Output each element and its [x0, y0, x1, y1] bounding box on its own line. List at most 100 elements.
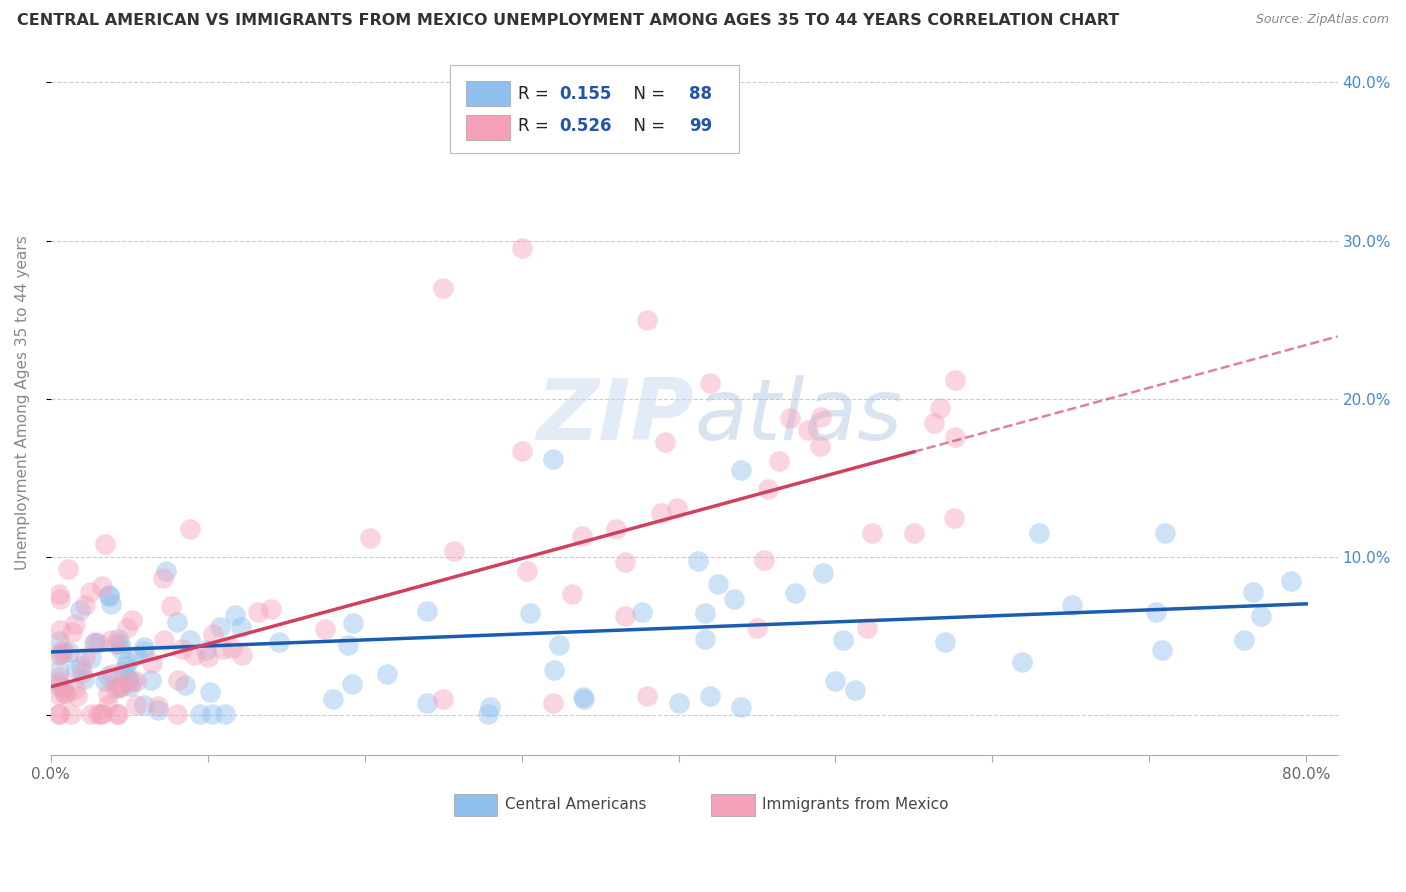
- Point: [194, 643, 217, 657]
- Point: [117, 672, 139, 686]
- Point: [811, 566, 834, 581]
- Point: [201, 706, 224, 721]
- Point: [200, 684, 222, 698]
- Point: [49, 647, 72, 661]
- Point: [110, 642, 132, 657]
- Point: [247, 605, 270, 619]
- Point: [1060, 599, 1083, 613]
- Point: [107, 632, 129, 646]
- Point: [745, 621, 768, 635]
- Point: [139, 673, 162, 688]
- Point: [342, 615, 364, 630]
- Point: [723, 591, 745, 606]
- Point: [48, 674, 70, 689]
- Point: [561, 587, 583, 601]
- Point: [860, 526, 883, 541]
- Point: [52, 645, 75, 659]
- Point: [97, 687, 120, 701]
- Point: [166, 706, 188, 721]
- Point: [141, 657, 163, 671]
- Point: [314, 623, 336, 637]
- Point: [201, 627, 224, 641]
- Point: [269, 635, 291, 649]
- Point: [65, 662, 87, 676]
- Point: [477, 706, 499, 721]
- Point: [183, 648, 205, 663]
- Text: R =: R =: [517, 117, 554, 135]
- Point: [221, 640, 243, 655]
- Point: [96, 698, 118, 713]
- Point: [55, 687, 77, 701]
- Point: [479, 700, 502, 714]
- Point: [51, 643, 73, 657]
- Point: [572, 690, 595, 705]
- Point: [512, 444, 534, 458]
- Point: [934, 634, 956, 648]
- Point: [1154, 526, 1177, 541]
- Point: [49, 592, 72, 607]
- Point: [97, 669, 120, 683]
- Point: [58, 645, 80, 659]
- Point: [224, 607, 246, 622]
- Point: [70, 659, 93, 673]
- Point: [832, 633, 855, 648]
- Point: [541, 696, 564, 710]
- Point: [214, 706, 236, 721]
- Point: [668, 696, 690, 710]
- Point: [49, 624, 72, 638]
- Point: [654, 435, 676, 450]
- Point: [48, 648, 70, 662]
- Point: [97, 588, 120, 602]
- Point: [519, 606, 541, 620]
- Point: [209, 619, 232, 633]
- Point: [693, 632, 716, 647]
- Point: [636, 312, 658, 326]
- Point: [783, 586, 806, 600]
- Point: [80, 706, 103, 721]
- Point: [153, 632, 176, 647]
- Point: [605, 522, 627, 536]
- Point: [942, 511, 965, 525]
- Point: [48, 587, 70, 601]
- Point: [112, 664, 135, 678]
- Point: [808, 439, 831, 453]
- Point: [229, 620, 252, 634]
- Point: [548, 638, 571, 652]
- Text: Source: ZipAtlas.com: Source: ZipAtlas.com: [1256, 13, 1389, 27]
- Point: [922, 416, 945, 430]
- Point: [730, 463, 752, 477]
- Point: [134, 698, 156, 712]
- Point: [844, 683, 866, 698]
- FancyBboxPatch shape: [711, 794, 755, 816]
- Point: [636, 690, 658, 704]
- Point: [48, 670, 70, 684]
- Point: [132, 640, 155, 654]
- Point: [699, 376, 721, 390]
- Point: [543, 663, 565, 677]
- Point: [56, 562, 79, 576]
- Point: [125, 673, 148, 688]
- FancyBboxPatch shape: [467, 81, 510, 106]
- Point: [943, 430, 966, 444]
- Text: ZIP: ZIP: [537, 376, 695, 458]
- Point: [152, 571, 174, 585]
- Point: [810, 410, 832, 425]
- Point: [66, 689, 89, 703]
- Point: [416, 696, 439, 710]
- Point: [121, 673, 143, 688]
- Point: [699, 690, 721, 704]
- Point: [118, 679, 141, 693]
- Point: [91, 706, 114, 721]
- Point: [337, 638, 360, 652]
- Point: [686, 554, 709, 568]
- Point: [83, 635, 105, 649]
- FancyBboxPatch shape: [454, 794, 498, 816]
- Point: [375, 667, 398, 681]
- Point: [779, 411, 801, 425]
- Point: [166, 673, 188, 687]
- Point: [72, 666, 94, 681]
- Point: [87, 706, 110, 721]
- Point: [115, 656, 138, 670]
- Point: [179, 633, 201, 648]
- Point: [104, 681, 127, 696]
